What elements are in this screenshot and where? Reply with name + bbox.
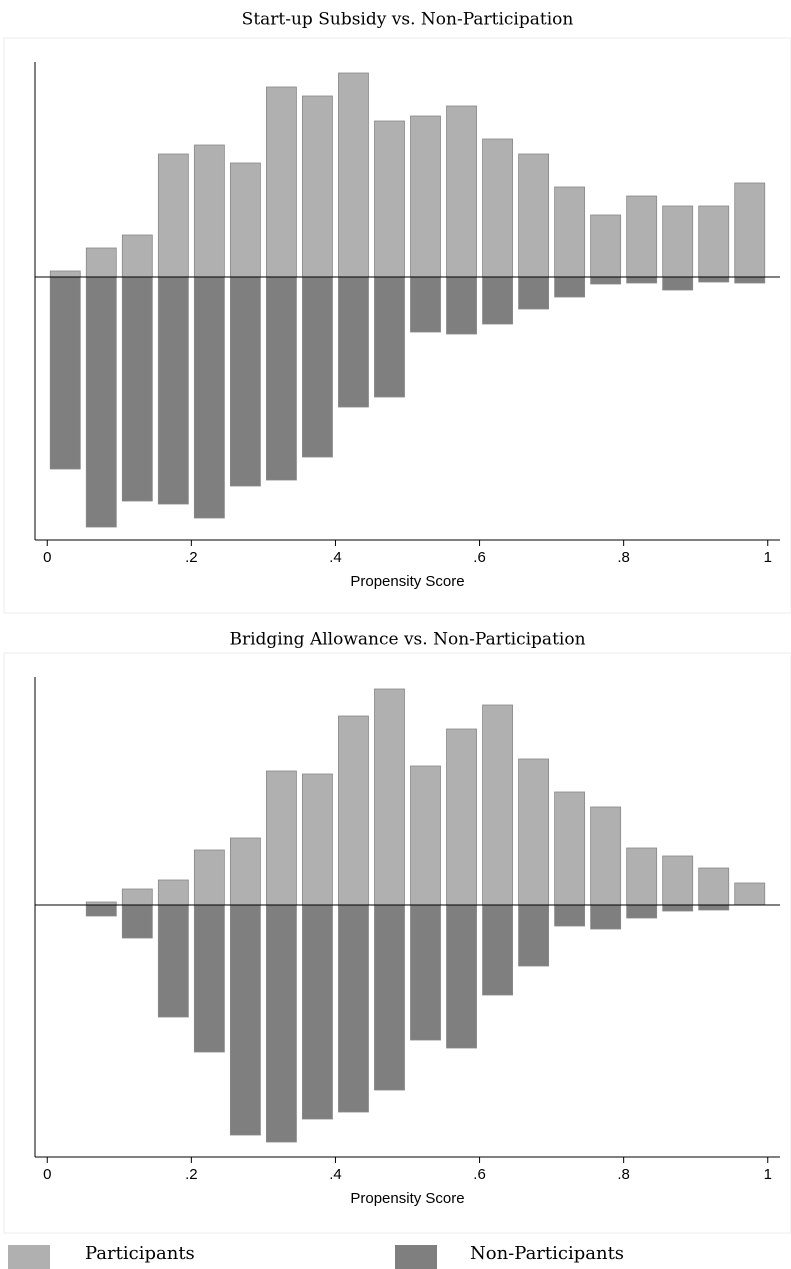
x-tick-label: .8	[617, 549, 630, 566]
bar	[734, 182, 766, 278]
bar	[446, 276, 477, 335]
bar	[518, 153, 550, 278]
x-tick-label: .6	[473, 1166, 486, 1183]
x-tick-label: .2	[185, 549, 198, 566]
x-tick-label: .2	[185, 1166, 198, 1183]
x-axis-label: Propensity Score	[350, 1190, 464, 1207]
bar	[410, 115, 441, 278]
bar	[229, 276, 261, 487]
bar	[374, 688, 405, 906]
bar	[374, 904, 405, 1091]
bar	[265, 276, 297, 481]
bar	[85, 904, 117, 917]
bar	[734, 276, 766, 284]
bar	[554, 276, 586, 298]
bar	[698, 904, 730, 911]
chart-title: Start-up Subsidy vs. Non-Participation	[242, 10, 574, 30]
bar	[590, 904, 622, 930]
bar	[302, 904, 333, 1120]
bar	[734, 882, 766, 906]
bar	[265, 904, 297, 1143]
x-tick-label: 0	[43, 1166, 51, 1183]
bar	[554, 904, 586, 927]
bar	[193, 276, 225, 519]
bar	[338, 276, 369, 408]
bar	[85, 276, 117, 528]
legend-label: Participants	[85, 1243, 195, 1264]
bar	[229, 837, 261, 906]
bar	[410, 765, 441, 906]
bar	[302, 276, 333, 458]
bar	[302, 773, 333, 906]
bar	[698, 867, 730, 906]
legend-swatch	[8, 1245, 50, 1269]
bar	[157, 904, 189, 1018]
x-tick-label: .6	[473, 549, 486, 566]
bar	[49, 270, 81, 278]
bar	[338, 72, 369, 278]
bar	[518, 758, 550, 906]
bar	[121, 234, 153, 278]
x-axis-label: Propensity Score	[350, 573, 464, 590]
bar	[85, 247, 117, 278]
bar	[446, 728, 477, 906]
bar	[265, 86, 297, 278]
bar	[482, 276, 513, 325]
bar	[302, 95, 333, 278]
x-tick-label: 1	[764, 1166, 772, 1183]
x-tick-label: .8	[617, 1166, 630, 1183]
x-tick-label: .4	[329, 549, 342, 566]
bar	[626, 847, 658, 906]
bar	[338, 715, 369, 906]
bar	[338, 904, 369, 1113]
bar	[662, 904, 694, 912]
bar	[229, 904, 261, 1136]
bar	[554, 791, 586, 906]
bar	[374, 276, 405, 398]
bar	[482, 904, 513, 996]
bar	[590, 214, 622, 278]
bar	[662, 276, 694, 291]
legend-label: Non-Participants	[470, 1243, 624, 1264]
bar	[482, 704, 513, 906]
x-tick-label: 1	[764, 549, 772, 566]
bar	[410, 276, 441, 333]
x-tick-label: .4	[329, 1166, 342, 1183]
bar	[157, 879, 189, 906]
bar	[265, 770, 297, 906]
bar	[518, 276, 550, 310]
bar	[590, 806, 622, 906]
bar	[662, 205, 694, 278]
chart-title: Bridging Allowance vs. Non-Participation	[229, 630, 585, 650]
bar	[193, 904, 225, 1053]
bar	[662, 855, 694, 906]
bar	[482, 138, 513, 278]
bar	[446, 904, 477, 1049]
bar	[590, 276, 622, 285]
bar	[193, 849, 225, 906]
bar	[121, 904, 153, 939]
bar	[193, 144, 225, 278]
bar	[121, 276, 153, 502]
bar	[410, 904, 441, 1041]
bar	[698, 276, 730, 283]
bar	[157, 153, 189, 278]
legend-swatch	[395, 1245, 437, 1269]
bar	[446, 105, 477, 278]
bar	[626, 195, 658, 278]
bar	[554, 186, 586, 278]
x-tick-label: 0	[43, 549, 51, 566]
bar	[229, 162, 261, 278]
bar	[518, 904, 550, 967]
bar	[157, 276, 189, 505]
bar	[626, 276, 658, 284]
bar	[626, 904, 658, 919]
bar	[698, 205, 730, 278]
bar	[374, 120, 405, 278]
bar	[121, 888, 153, 906]
bar	[49, 276, 81, 470]
